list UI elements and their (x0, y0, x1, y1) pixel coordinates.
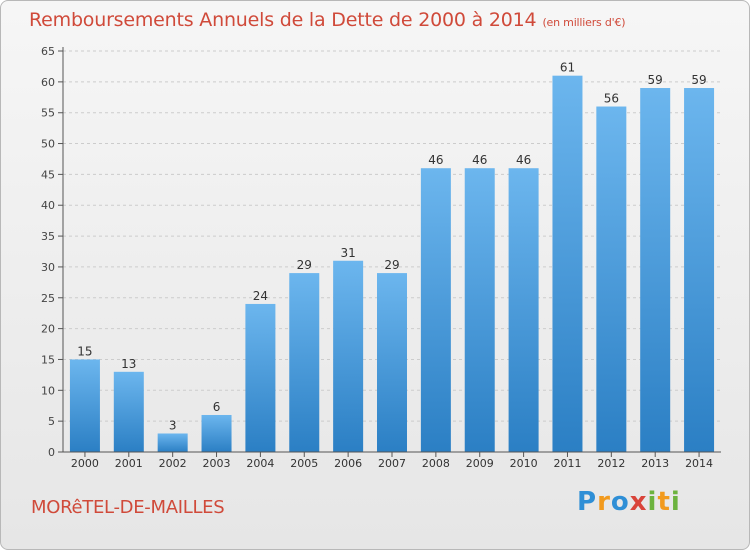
y-tick-label: 20 (41, 323, 55, 336)
chart-title-text: Remboursements Annuels de la Dette de 20… (29, 9, 537, 31)
y-tick-label: 5 (48, 415, 55, 428)
y-tick-label: 30 (41, 261, 55, 274)
bar-2006 (333, 260, 364, 452)
bar-2013 (640, 88, 671, 452)
data-label-2011: 61 (560, 61, 575, 75)
y-tick-label: 35 (41, 230, 55, 243)
y-tick-label: 65 (41, 45, 55, 58)
data-label-2002: 3 (169, 418, 177, 432)
data-label-2014: 59 (691, 73, 706, 87)
x-tick-label: 2001 (115, 457, 143, 470)
bar-2001 (113, 371, 144, 452)
data-label-2009: 46 (472, 153, 487, 167)
x-tick-label: 2010 (510, 457, 538, 470)
data-label-2000: 15 (77, 344, 92, 358)
chart-subtitle: (en milliers d'€) (542, 16, 626, 29)
bar-2010 (508, 168, 539, 452)
data-label-2001: 13 (121, 357, 136, 371)
bar-2002 (157, 433, 188, 452)
y-tick-label: 0 (48, 446, 55, 459)
x-tick-label: 2007 (378, 457, 406, 470)
y-tick-label: 55 (41, 107, 55, 120)
bar-2007 (377, 273, 407, 452)
y-tick-label: 25 (41, 292, 55, 305)
bar-2000 (69, 359, 100, 452)
y-tick-label: 50 (41, 138, 55, 151)
y-tick-label: 15 (41, 353, 55, 366)
x-tick-label: 2011 (553, 457, 581, 470)
x-tick-label: 2009 (466, 457, 494, 470)
data-label-2008: 46 (428, 153, 443, 167)
data-label-2005: 29 (297, 258, 312, 272)
bar-2014 (684, 88, 715, 452)
x-tick-label: 2004 (246, 457, 274, 470)
data-label-2007: 29 (384, 258, 399, 272)
bar-2012 (596, 106, 627, 453)
y-tick-label: 45 (41, 168, 55, 181)
x-tick-label: 2006 (334, 457, 362, 470)
proxiti-logo: Proxiti (577, 487, 681, 517)
bar-2004 (245, 303, 276, 452)
x-tick-label: 2014 (685, 457, 713, 470)
bar-2011 (552, 75, 583, 452)
commune-name: MORêTEL-DE-MAILLES (31, 497, 225, 518)
chart-title: Remboursements Annuels de la Dette de 20… (29, 9, 626, 31)
data-label-2004: 24 (253, 289, 268, 303)
y-tick-label: 10 (41, 384, 55, 397)
bar-2008 (420, 168, 451, 452)
x-tick-label: 2005 (290, 457, 318, 470)
data-label-2010: 46 (516, 153, 531, 167)
y-tick-label: 60 (41, 76, 55, 89)
x-tick-label: 2003 (203, 457, 231, 470)
x-tick-label: 2000 (71, 457, 99, 470)
bar-2005 (289, 273, 320, 452)
data-label-2012: 56 (604, 92, 619, 106)
bar-2003 (201, 414, 232, 452)
x-tick-label: 2008 (422, 457, 450, 470)
y-tick-label: 40 (41, 199, 55, 212)
x-tick-label: 2013 (641, 457, 669, 470)
bar-2009 (464, 168, 495, 452)
x-tick-label: 2002 (159, 457, 187, 470)
data-label-2013: 59 (648, 73, 663, 87)
data-label-2006: 31 (340, 246, 355, 260)
data-label-2003: 6 (213, 400, 221, 414)
x-tick-label: 2012 (597, 457, 625, 470)
